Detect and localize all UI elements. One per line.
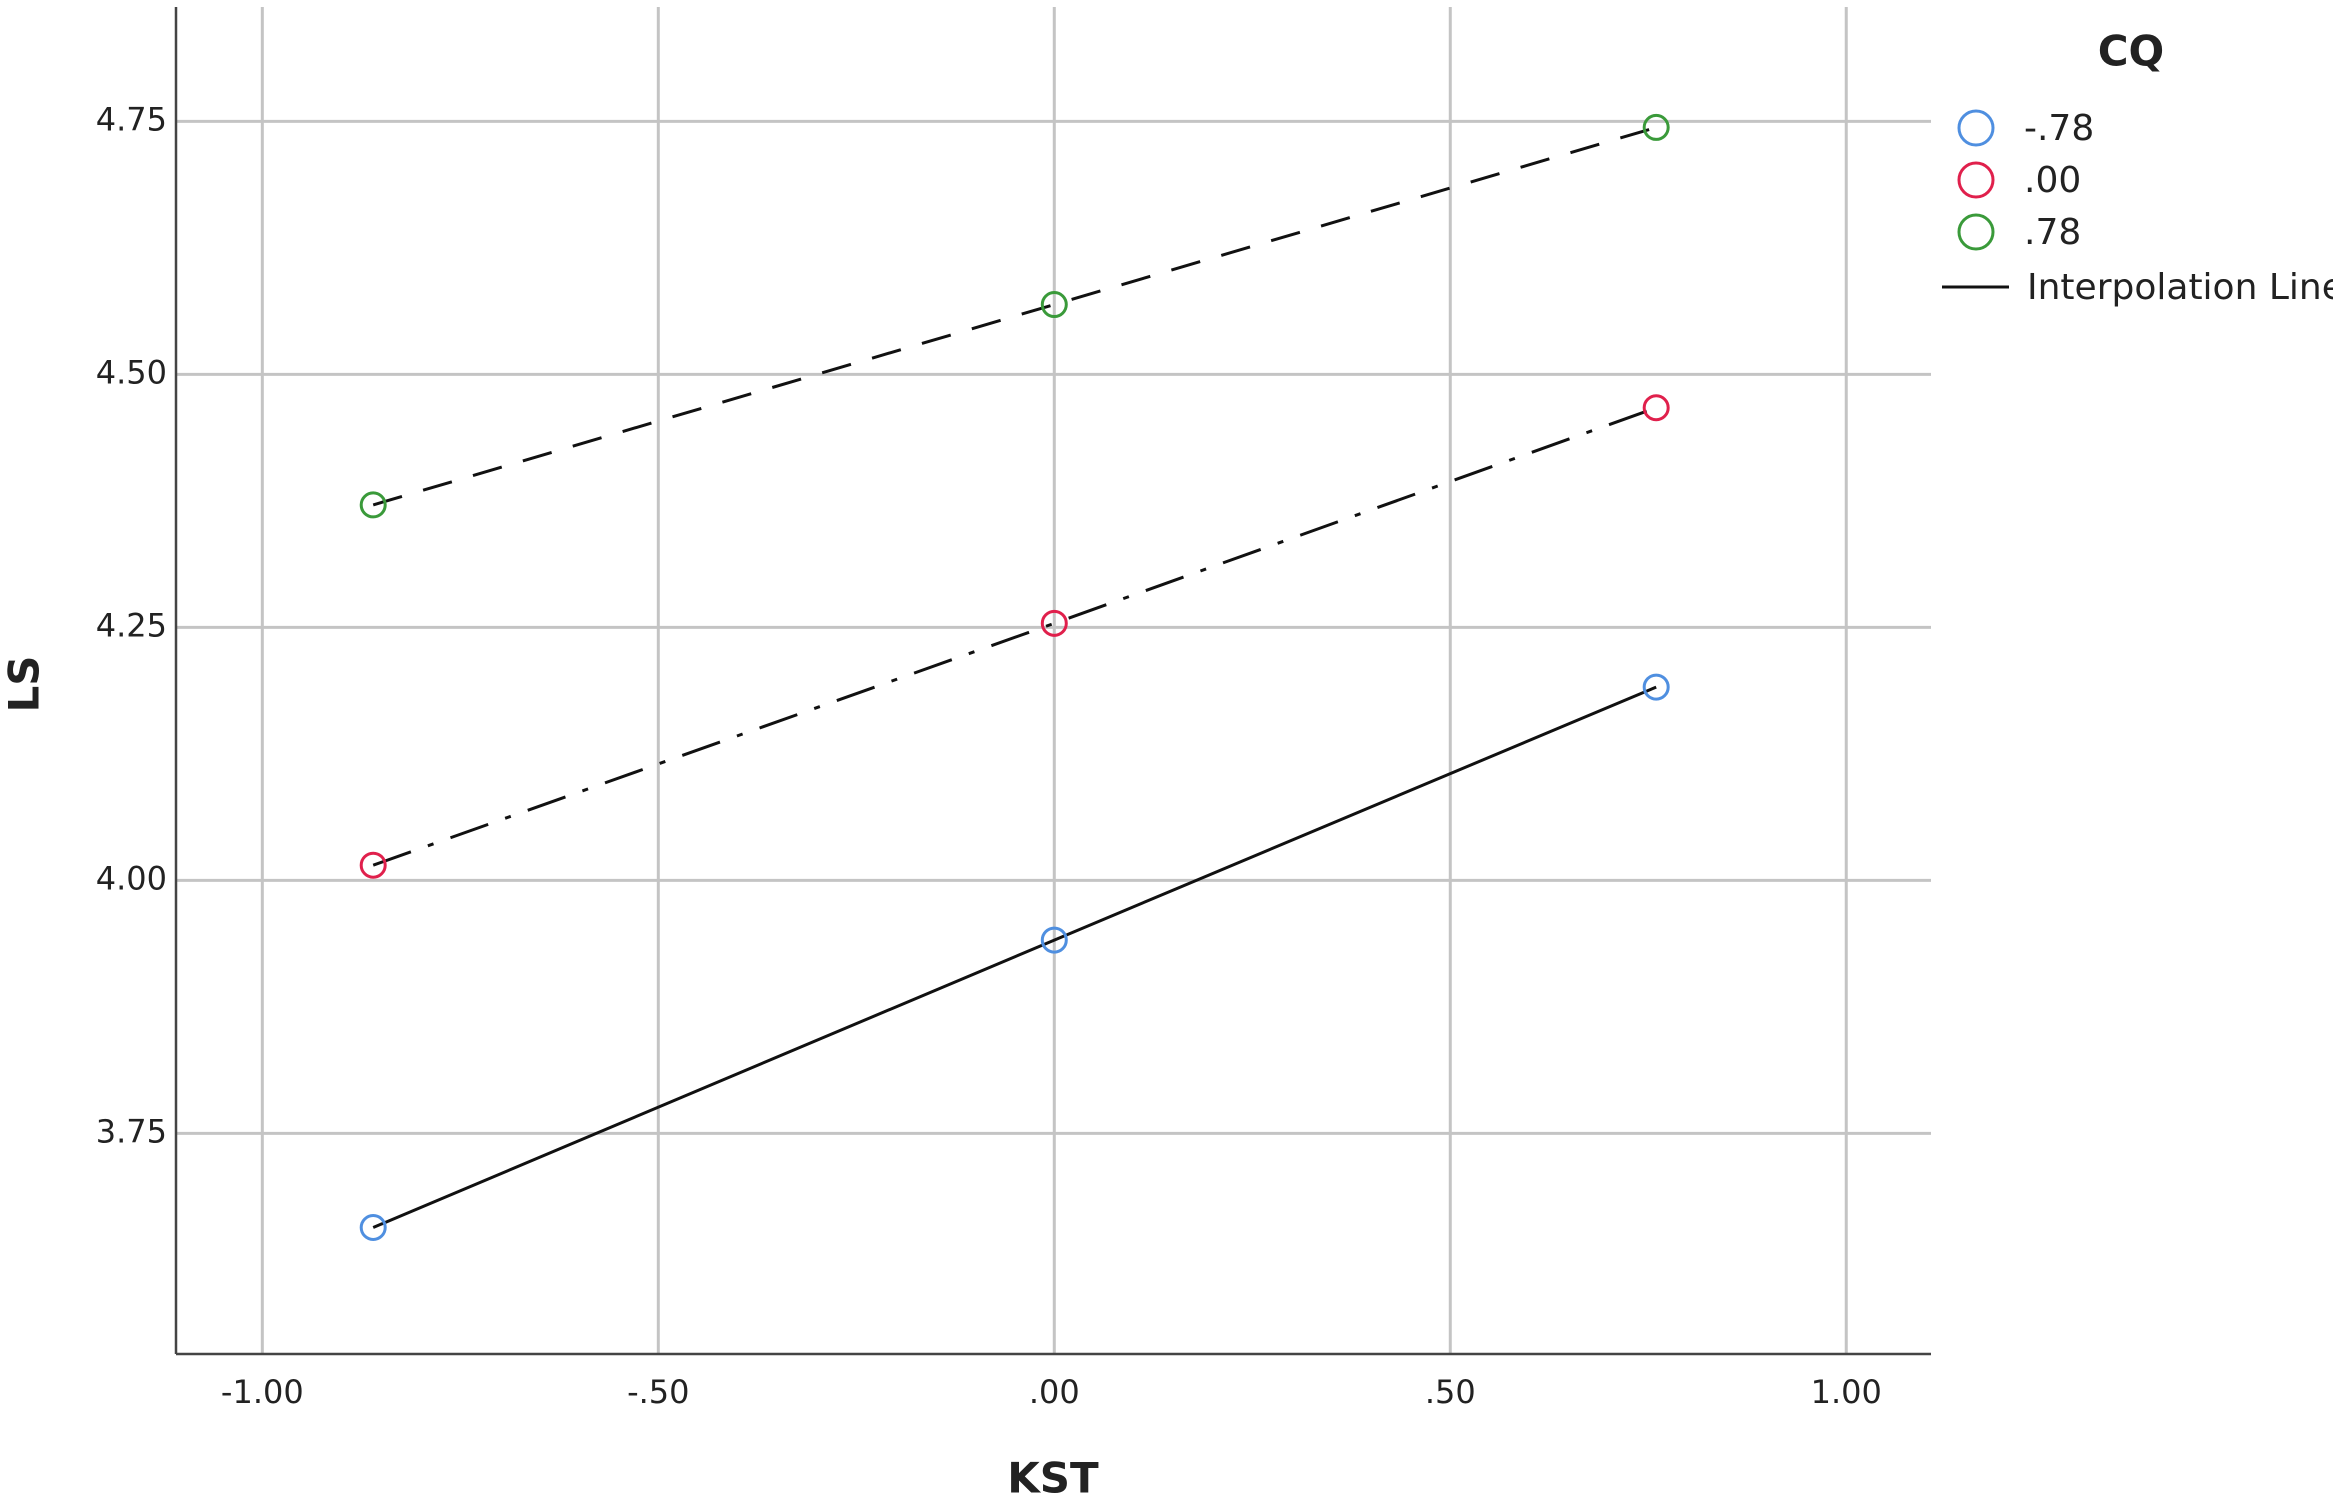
legend-marker	[1957, 213, 1995, 251]
y-tick-label: 4.25	[96, 606, 167, 644]
x-tick-label: -1.00	[221, 1373, 304, 1411]
point	[359, 491, 387, 519]
interpolation-line	[372, 685, 1657, 1229]
interpolation-line	[372, 125, 1657, 507]
legend-title: CQ	[2098, 27, 2165, 76]
legend-marker	[1957, 161, 1995, 199]
interpolation-line	[372, 406, 1657, 867]
point	[359, 1213, 387, 1241]
legend-marker	[1957, 109, 1995, 147]
x-tick-label: .00	[1029, 1373, 1080, 1411]
y-tick-label: 3.75	[96, 1112, 167, 1150]
legend-label: .78	[2024, 212, 2081, 253]
point	[359, 851, 387, 879]
y-tick-label: 4.00	[96, 859, 167, 897]
y-axis-title: LS	[0, 655, 49, 712]
point	[1040, 926, 1068, 954]
x-tick-label: -.50	[627, 1373, 689, 1411]
y-tick-label: 4.50	[96, 353, 167, 391]
x-tick-label: .50	[1425, 1373, 1476, 1411]
point	[1040, 609, 1068, 637]
x-tick-label: 1.00	[1811, 1373, 1882, 1411]
point	[1642, 394, 1670, 422]
point	[1642, 673, 1670, 701]
legend-label: Interpolation Line	[2027, 267, 2333, 308]
x-axis-title: KST	[1007, 1454, 1099, 1503]
legend-label: .00	[2024, 160, 2081, 201]
point	[1642, 113, 1670, 141]
y-tick-label: 4.75	[96, 100, 167, 138]
legend-label: -.78	[2024, 108, 2094, 149]
point	[1040, 291, 1068, 319]
